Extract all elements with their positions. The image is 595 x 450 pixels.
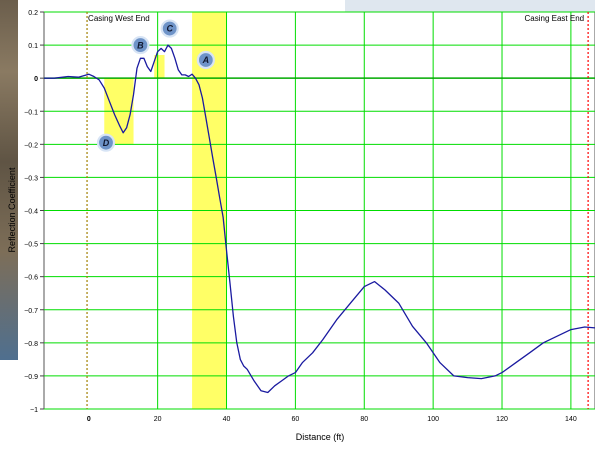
x-tick-label: 20 bbox=[154, 416, 162, 423]
y-tick-label: −0.4 bbox=[24, 209, 38, 216]
casing-marker-label: Casing West End bbox=[88, 14, 150, 23]
x-tick-label: 100 bbox=[427, 416, 439, 423]
casing-markers: Casing West End Casing East End bbox=[86, 12, 589, 409]
background-photo bbox=[0, 0, 18, 360]
y-tick-labels: 0.2 0.1 0 −0.1 −0.2 −0.3 −0.4 −0.5 −0.6 −0.7 −0.8 −… bbox=[24, 10, 38, 414]
annotations: A B C D bbox=[96, 19, 215, 152]
y-tick-label: −0.2 bbox=[24, 142, 38, 149]
x-axis-label: Distance (ft) bbox=[296, 432, 345, 442]
casing-marker-label: Casing East End bbox=[525, 14, 585, 23]
series-group bbox=[44, 44, 595, 394]
y-tick-label: −0.5 bbox=[24, 242, 38, 249]
annotation-badge bbox=[96, 133, 116, 152]
annotation-badge bbox=[160, 19, 179, 38]
y-tick-label: 0.2 bbox=[28, 10, 38, 17]
x-tick-label: 40 bbox=[223, 416, 231, 423]
annotation-label: C bbox=[166, 24, 173, 34]
y-tick-label: −0.8 bbox=[24, 341, 38, 348]
highlight-region-2 bbox=[154, 55, 165, 79]
y-axis-label: Reflection Coefficient bbox=[7, 167, 17, 252]
y-tick-label: −0.1 bbox=[24, 109, 38, 116]
x-tick-label: 0 bbox=[87, 416, 91, 423]
y-tick-label: −0.3 bbox=[24, 175, 38, 182]
y-tick-label: −0.6 bbox=[24, 275, 38, 282]
y-tick-label: −1 bbox=[30, 407, 38, 414]
y-tick-label: 0 bbox=[34, 76, 38, 83]
y-tick-label: 0.1 bbox=[28, 43, 38, 50]
annotation-label: A bbox=[202, 55, 210, 65]
x-tick-label: 60 bbox=[291, 416, 299, 423]
annotation-a: A bbox=[196, 50, 215, 70]
annotation-badge bbox=[131, 35, 150, 55]
x-tick-label: 80 bbox=[360, 416, 368, 423]
annotation-d: D bbox=[96, 133, 116, 152]
annotation-b: B bbox=[131, 35, 150, 55]
annotation-label: D bbox=[103, 138, 110, 148]
x-tick-label: 120 bbox=[496, 416, 508, 423]
x-tick-label: 140 bbox=[565, 416, 577, 423]
y-tick-label: −0.9 bbox=[24, 374, 38, 381]
y-tick-label: −0.7 bbox=[24, 308, 38, 315]
series-line bbox=[44, 44, 595, 394]
x-tick-labels: 0 20 40 60 80 100 120 140 bbox=[87, 416, 577, 423]
annotation-label: B bbox=[137, 40, 144, 50]
annotation-c: C bbox=[160, 19, 179, 38]
annotation-badge bbox=[196, 50, 215, 70]
